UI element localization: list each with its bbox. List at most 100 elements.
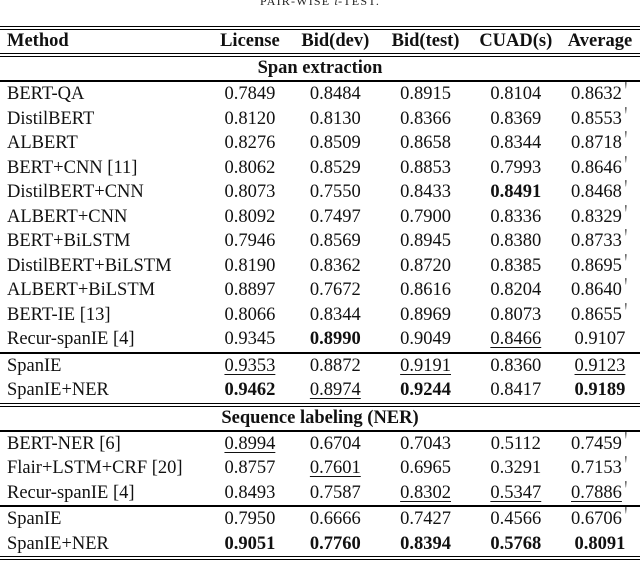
metric-value: 0.8329 (571, 206, 622, 227)
metric-value: 0.3291 (490, 458, 542, 478)
metric-value: 0.7153 (571, 458, 622, 478)
metric-value: 0.8757 (224, 458, 276, 478)
dagger-marker: † (622, 131, 629, 139)
value-cell: 0.7601 (291, 456, 379, 481)
section-header-row: Span extraction (0, 55, 640, 82)
metric-value: 0.7497 (309, 206, 361, 227)
value-cell: 0.8994 (209, 431, 292, 457)
caption-italic-t: t (334, 0, 339, 8)
value-cell: 0.8646† (560, 156, 640, 181)
dagger-marker: † (622, 81, 629, 90)
metric-value: 0.8484 (309, 84, 361, 104)
value-cell: 0.4566 (471, 505, 560, 532)
header-row: Method License Bid(dev) Bid(test) CUAD(s) Ave… (0, 28, 640, 57)
metric-value: 0.9345 (224, 329, 276, 349)
value-cell: 0.7550 (291, 180, 379, 205)
metric-value: 0.8718 (571, 133, 622, 153)
metric-value: 0.9107 (574, 329, 626, 349)
metric-value: 0.8915 (400, 84, 451, 104)
metric-value: 0.7849 (224, 84, 276, 104)
value-cell: 0.9123 (559, 351, 640, 378)
value-cell: 0.8073 (209, 180, 292, 205)
column-header-cuad-s: CUAD(s) (471, 28, 560, 57)
metric-value: 0.8491 (490, 182, 542, 202)
metric-value: 0.9051 (224, 533, 276, 554)
table-row: SpanIE 0.9353 0.8872 0.9191 0.8360 0.9123 (0, 351, 640, 378)
section-title: Span extraction (0, 55, 640, 82)
value-cell: 0.8897 (209, 278, 292, 303)
metric-value: 0.8569 (309, 231, 361, 251)
method-cell: Recur-spanIE [4] (7, 329, 135, 349)
value-cell: 0.8509 (291, 131, 379, 156)
value-cell: 0.3291 (472, 456, 560, 481)
value-cell: 0.9353 (208, 351, 292, 378)
value-cell: 0.8945 (379, 229, 471, 254)
dagger-marker: † (622, 430, 629, 440)
value-cell: 0.8468† (560, 180, 640, 205)
column-header-method: Method (0, 28, 209, 57)
table-row: DistilBERT 0.8120 0.8130 0.8366 0.8369 0.8553… (0, 107, 640, 132)
metric-value: 0.8120 (224, 108, 276, 129)
column-header-average: Average (559, 28, 640, 57)
value-cell: 0.9051 (209, 532, 292, 559)
dagger-marker: † (622, 253, 629, 262)
value-cell: 0.9191 (379, 351, 472, 378)
value-cell: 0.8362 (291, 254, 379, 279)
metric-value: 0.8853 (400, 157, 451, 178)
value-cell: 0.8360 (471, 351, 560, 378)
value-cell: 0.8120 (209, 107, 292, 132)
metric-value: 0.8720 (400, 255, 451, 276)
value-cell: 0.8344 (472, 131, 560, 156)
metric-value: 0.8733 (571, 231, 622, 251)
metric-value: 0.9123 (574, 355, 626, 376)
metric-value: 0.6704 (309, 433, 361, 454)
value-cell: 0.9244 (379, 378, 471, 405)
value-cell: 0.8276 (209, 131, 292, 156)
section-header-row: Sequence labeling (NER) (0, 402, 640, 432)
metric-value: 0.4566 (490, 509, 542, 529)
value-cell: 0.6666 (291, 505, 380, 532)
table-caption: PAIR-WISE t-TEST. (0, 0, 640, 10)
value-cell: 0.8915 (379, 81, 471, 107)
metric-value: 0.7946 (224, 231, 276, 251)
metric-value: 0.8336 (490, 206, 542, 227)
value-cell: 0.7427 (379, 505, 472, 532)
metric-value: 0.8092 (224, 206, 276, 227)
metric-value: 0.8468 (571, 182, 622, 202)
value-cell: 0.5768 (472, 532, 560, 559)
value-cell: 0.8329† (560, 205, 640, 230)
value-cell: 0.7849 (209, 81, 292, 107)
column-header-bid-dev: Bid(dev) (291, 28, 380, 57)
method-cell: SpanIE+NER (7, 380, 109, 400)
metric-value: 0.8362 (309, 255, 361, 276)
table-row: BERT-QA 0.7849 0.8484 0.8915 0.8104 0.8632† (0, 81, 640, 107)
metric-value: 0.9191 (400, 355, 451, 376)
method-cell: Flair+LSTM+CRF [20] (7, 458, 183, 478)
table-row: BERT+CNN [11] 0.8062 0.8529 0.8853 0.7993 0.8… (0, 156, 640, 181)
metric-value: 0.8658 (400, 133, 451, 153)
table-row: SpanIE+NER 0.9462 0.8974 0.9244 0.8417 0.9189 (0, 378, 640, 405)
metric-value: 0.8529 (309, 157, 361, 178)
method-cell: SpanIE+NER (7, 533, 109, 554)
value-cell: 0.7900 (379, 205, 471, 230)
metric-value: 0.8276 (224, 133, 276, 153)
value-cell: 0.8344 (291, 303, 379, 328)
table-row: ALBERT 0.8276 0.8509 0.8658 0.8344 0.8718† (0, 131, 640, 156)
value-cell: 0.7946 (209, 229, 292, 254)
table-row: SpanIE 0.7950 0.6666 0.7427 0.4566 0.6706† (0, 505, 640, 532)
dagger-marker: † (622, 155, 629, 164)
method-cell: BERT-QA (7, 84, 85, 104)
method-cell: ALBERT+CNN (7, 206, 128, 227)
results-table: Method License Bid(dev) Bid(test) CUAD(s) Ave… (0, 26, 640, 560)
value-cell: 0.7459† (560, 431, 640, 457)
metric-value: 0.7886 (571, 482, 622, 503)
table-row: ALBERT+BiLSTM 0.8897 0.7672 0.8616 0.8204 0.8… (0, 278, 640, 303)
value-cell: 0.8718† (560, 131, 640, 156)
column-header-bid-test: Bid(test) (379, 28, 472, 57)
metric-value: 0.8945 (400, 231, 451, 251)
dagger-marker: † (622, 480, 629, 489)
value-cell: 0.5112 (472, 431, 560, 457)
value-cell: 0.7950 (208, 505, 292, 532)
method-cell: Recur-spanIE [4] (7, 482, 135, 503)
value-cell: 0.8302 (379, 481, 471, 507)
